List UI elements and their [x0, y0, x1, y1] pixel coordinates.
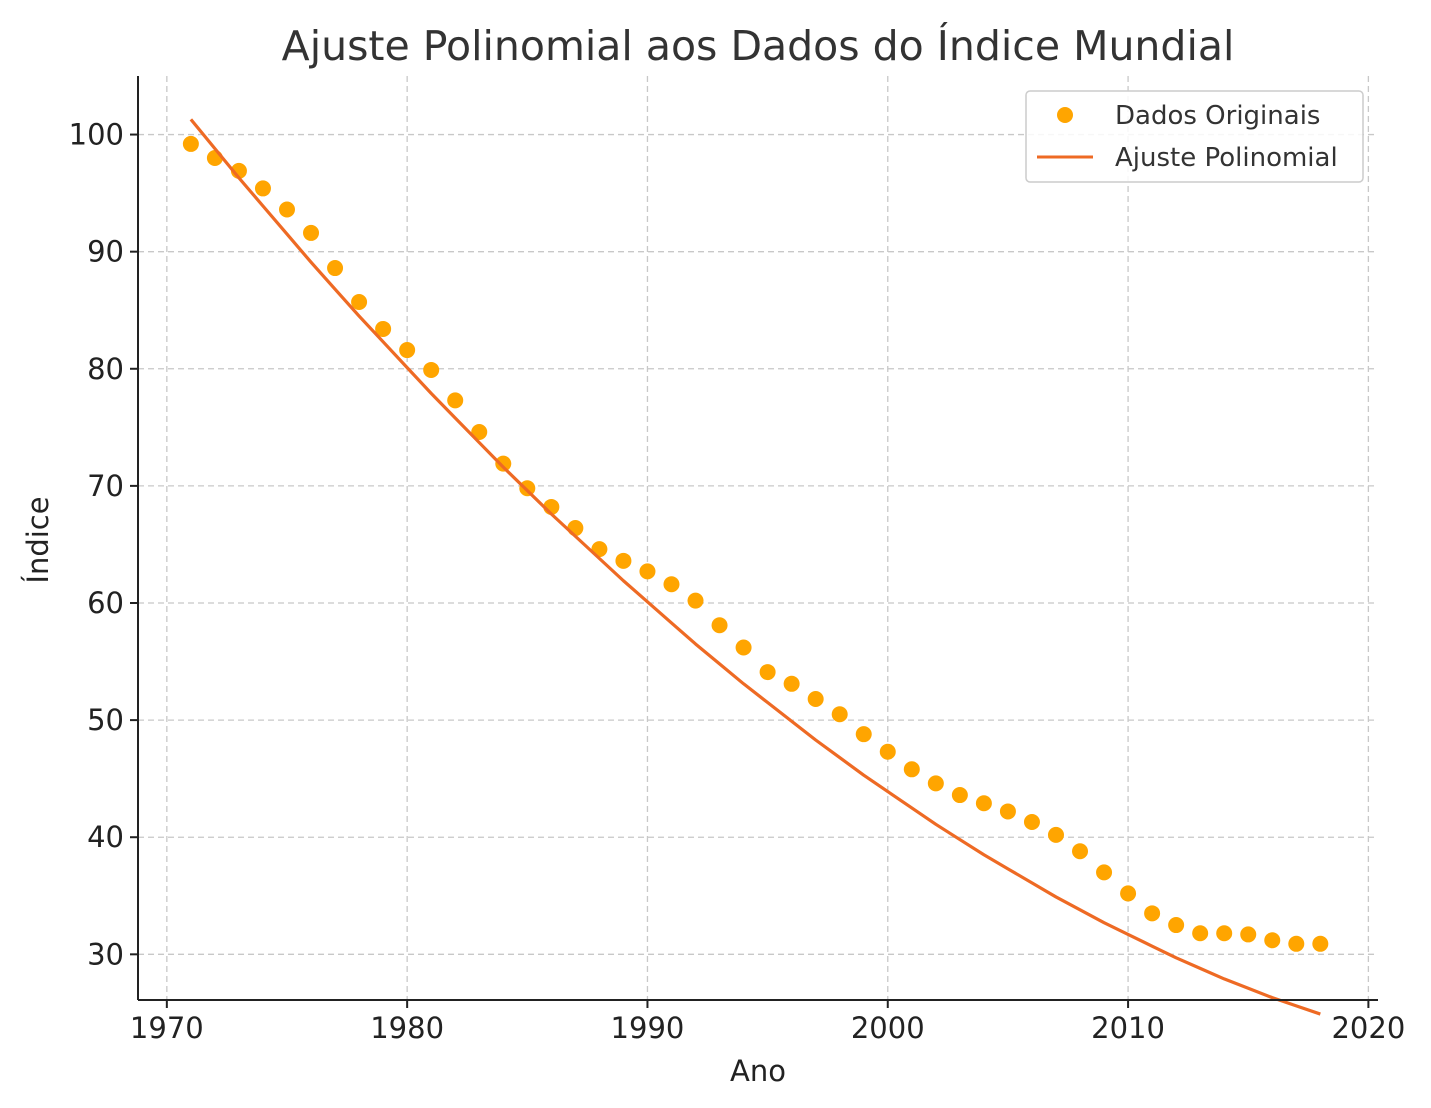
data-point-1976 — [303, 224, 320, 241]
y-tick-label-90: 90 — [87, 235, 124, 269]
x-tick-label-1990: 1990 — [611, 1011, 685, 1045]
data-point-2007 — [1047, 826, 1064, 843]
y-tick-label-50: 50 — [87, 703, 124, 737]
legend-marker-dados-originais — [1057, 107, 1073, 123]
x-tick-label-2000: 2000 — [851, 1011, 925, 1045]
data-point-1992 — [687, 592, 704, 609]
data-point-1989 — [615, 552, 632, 569]
data-point-2016 — [1264, 932, 1281, 949]
x-tick-label-1980: 1980 — [370, 1011, 444, 1045]
legend-box — [1025, 90, 1364, 183]
x-axis-label: Ano — [730, 1054, 786, 1088]
data-point-1987 — [567, 520, 584, 537]
data-point-2017 — [1288, 935, 1305, 952]
data-point-1997 — [807, 691, 824, 708]
data-point-2018 — [1312, 935, 1329, 952]
data-point-1978 — [351, 294, 368, 311]
y-axis-label: Índice — [21, 496, 55, 583]
data-point-2008 — [1072, 843, 1089, 860]
chart-title: Ajuste Polinomial aos Dados do Índice Mu… — [282, 22, 1235, 70]
data-point-1995 — [759, 664, 776, 681]
legend: Dados Originais Ajuste Polinomial — [1025, 90, 1364, 183]
data-point-1981 — [423, 361, 440, 378]
data-point-1975 — [278, 201, 295, 218]
data-point-1984 — [495, 455, 512, 472]
grid — [138, 76, 1378, 1000]
data-point-2012 — [1168, 917, 1185, 934]
y-axis-ticks: 30 40 50 60 70 80 90 100 — [69, 118, 138, 971]
data-point-1971 — [182, 135, 199, 152]
y-tick-label-100: 100 — [69, 118, 124, 152]
data-point-1994 — [735, 639, 752, 656]
y-tick-label-40: 40 — [87, 820, 124, 854]
data-point-1983 — [471, 424, 488, 441]
y-tick-label-80: 80 — [87, 352, 124, 386]
data-point-2003 — [951, 787, 968, 804]
data-point-1993 — [711, 617, 728, 634]
data-point-2000 — [879, 743, 896, 760]
data-point-2010 — [1120, 885, 1137, 902]
data-point-2001 — [903, 761, 920, 778]
y-tick-label-30: 30 — [87, 937, 124, 971]
data-point-1979 — [375, 320, 392, 337]
data-point-2006 — [1023, 813, 1040, 830]
data-point-2014 — [1216, 925, 1233, 942]
data-point-1985 — [519, 480, 536, 497]
y-tick-label-70: 70 — [87, 469, 124, 503]
data-point-1982 — [447, 392, 464, 409]
fit-line — [189, 118, 1321, 1016]
x-tick-label-2010: 2010 — [1091, 1011, 1165, 1045]
data-point-2009 — [1096, 864, 1113, 881]
x-axis-ticks: 1970 1980 1990 2000 2010 2020 — [130, 1000, 1405, 1045]
data-point-1998 — [831, 706, 848, 723]
plot-area — [182, 118, 1329, 1016]
data-point-2004 — [975, 795, 992, 812]
legend-label-ajuste-polinomial: Ajuste Polinomial — [1115, 143, 1338, 173]
data-point-2013 — [1192, 925, 1209, 942]
data-point-2002 — [927, 775, 944, 792]
data-point-1999 — [855, 726, 872, 743]
data-point-2005 — [999, 803, 1016, 820]
data-point-1990 — [639, 563, 656, 580]
x-tick-label-1970: 1970 — [130, 1011, 204, 1045]
data-point-1996 — [783, 675, 800, 692]
y-tick-label-60: 60 — [87, 586, 124, 620]
data-point-1974 — [254, 180, 271, 197]
data-point-1991 — [663, 576, 680, 593]
data-point-2015 — [1240, 926, 1257, 943]
data-point-2011 — [1144, 905, 1161, 922]
x-tick-label-2020: 2020 — [1331, 1011, 1405, 1045]
data-point-1977 — [327, 260, 344, 277]
legend-label-dados-originais: Dados Originais — [1115, 101, 1320, 131]
data-point-1972 — [206, 149, 223, 166]
data-point-1980 — [399, 342, 416, 359]
